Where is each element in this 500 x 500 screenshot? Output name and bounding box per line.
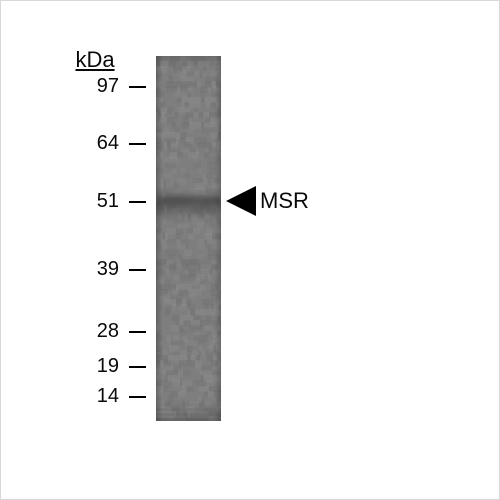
annotation-label: MSR — [260, 188, 309, 214]
marker-label: 97 — [97, 75, 119, 98]
marker-tick — [129, 201, 146, 203]
marker-label: 39 — [97, 258, 119, 281]
blot-lane — [156, 56, 221, 421]
blot-figure: kDa MSR 97 64 51 39 28 19 14 — [0, 0, 500, 500]
marker-tick — [129, 331, 146, 333]
unit-label: kDa — [69, 47, 121, 73]
marker-label: 19 — [97, 355, 119, 378]
marker-tick — [129, 366, 146, 368]
marker-tick — [129, 143, 146, 145]
marker-label: 64 — [97, 132, 119, 155]
arrow-icon — [226, 186, 256, 216]
marker-tick — [129, 269, 146, 271]
marker-label: 14 — [97, 385, 119, 408]
marker-tick — [129, 86, 146, 88]
marker-tick — [129, 396, 146, 398]
lane-vignette — [156, 56, 221, 421]
marker-label: 28 — [97, 320, 119, 343]
marker-label: 51 — [97, 190, 119, 213]
